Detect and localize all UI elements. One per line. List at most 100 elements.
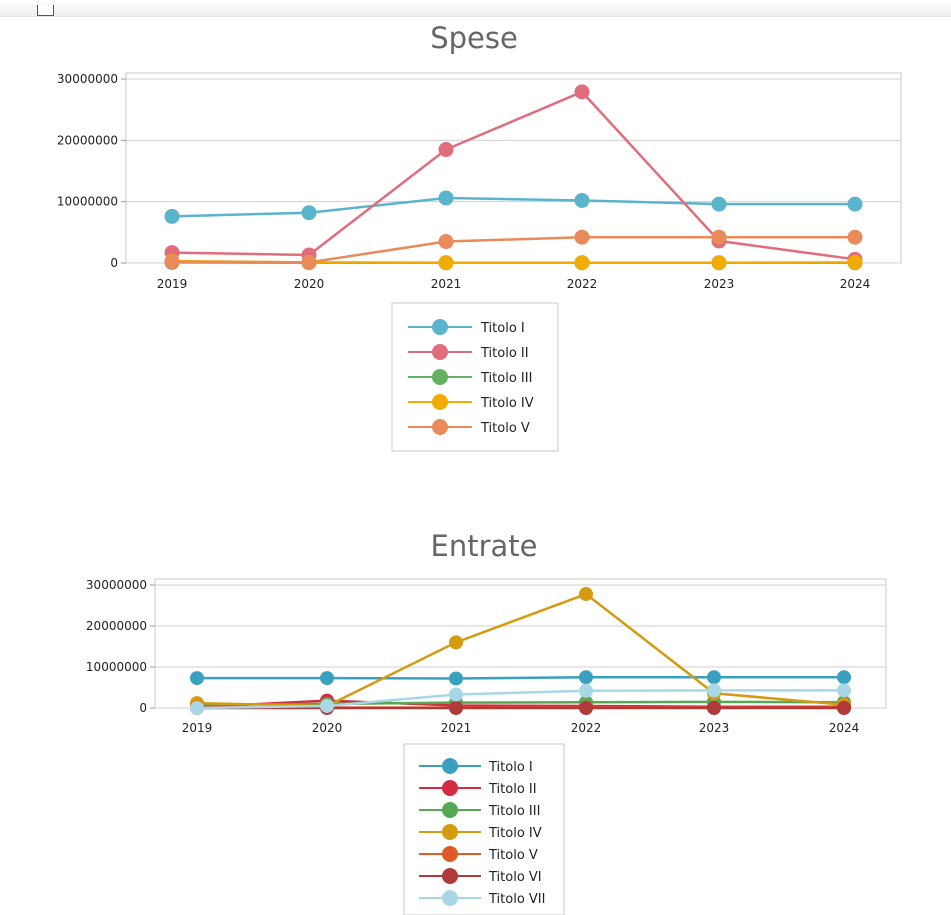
chart-entrate: Entrate 0 10000000 20000000 30000000 2019 2020… [86, 529, 887, 915]
y-tick-label: 30000000 [57, 72, 118, 86]
data-point [579, 587, 593, 602]
legend-marker [432, 419, 448, 435]
legend: Titolo I Titolo II Titolo III Titolo IV Tito… [403, 743, 565, 915]
data-point [320, 671, 334, 686]
legend-label: Titolo III [480, 371, 532, 386]
x-tick-label: 2022 [567, 277, 598, 291]
data-point [707, 683, 721, 698]
data-point [320, 698, 334, 713]
legend-marker [442, 868, 458, 884]
series-line [196, 700, 845, 706]
data-point [711, 196, 727, 212]
data-point [574, 229, 590, 245]
x-tick-label: 2023 [704, 277, 735, 291]
data-point [164, 254, 180, 270]
data-point [301, 254, 317, 270]
legend-box [403, 743, 565, 915]
legend-marker [442, 780, 458, 796]
series-titolo-i [164, 190, 863, 224]
legend-marker [442, 846, 458, 862]
data-point [707, 701, 721, 715]
data-point [847, 254, 863, 270]
data-point [438, 190, 454, 206]
chart-title: Spese [430, 21, 518, 55]
legend-label: Titolo II [488, 782, 537, 797]
data-point [438, 255, 454, 271]
x-tick-label: 2021 [431, 277, 462, 291]
legend-label: Titolo III [488, 804, 540, 819]
series-line [197, 676, 844, 680]
series-titolo-v [164, 229, 863, 270]
data-point [190, 671, 204, 686]
legend-marker [442, 802, 458, 818]
data-point [837, 683, 851, 698]
legend-marker [432, 319, 448, 335]
data-point [579, 701, 593, 715]
y-tick-label: 10000000 [86, 660, 147, 674]
legend-label: Titolo V [488, 848, 538, 863]
data-point [164, 208, 180, 224]
legend-label: Titolo IV [488, 826, 542, 841]
legend-label: Titolo VI [488, 870, 542, 885]
data-point [837, 701, 851, 715]
data-point [449, 671, 463, 686]
data-point [847, 196, 863, 212]
y-tick-label: 20000000 [57, 133, 118, 147]
legend-label: Titolo VII [488, 892, 545, 907]
data-point [711, 229, 727, 245]
x-tick-label: 2021 [441, 721, 472, 735]
legend-marker [442, 758, 458, 774]
x-tick-label: 2022 [571, 721, 602, 735]
legend-label: Titolo IV [480, 396, 534, 411]
x-tick-label: 2024 [840, 277, 871, 291]
legend: Titolo I Titolo II Titolo III Titolo IV Tito… [391, 302, 559, 452]
series-titolo-i [190, 670, 851, 686]
y-tick-label: 0 [110, 256, 118, 270]
data-point [574, 255, 590, 271]
data-point [449, 701, 463, 715]
plot-area [125, 72, 902, 264]
y-tick-label: 0 [139, 701, 147, 715]
data-point [574, 192, 590, 208]
series-titolo-vii [190, 683, 851, 715]
series-line [196, 689, 844, 710]
legend-label: Titolo I [480, 321, 525, 336]
data-point [837, 670, 851, 685]
y-tick-label: 20000000 [86, 619, 147, 633]
data-point [301, 205, 317, 221]
x-tick-label: 2020 [294, 277, 325, 291]
y-tick-label: 30000000 [86, 578, 147, 592]
data-point [190, 701, 204, 715]
legend-label: Titolo II [480, 346, 529, 361]
series-line [171, 196, 855, 218]
series-line [171, 90, 856, 261]
plot-area [154, 578, 887, 709]
legend-label: Titolo V [480, 421, 530, 436]
legend-label: Titolo I [488, 760, 533, 775]
x-tick-label: 2020 [312, 721, 343, 735]
data-point [711, 255, 727, 271]
series-line [171, 235, 855, 264]
data-point [707, 670, 721, 685]
data-point [579, 670, 593, 685]
x-tick-label: 2019 [182, 721, 213, 735]
top-checkbox[interactable] [37, 5, 54, 16]
data-point [574, 84, 590, 100]
x-tick-label: 2023 [699, 721, 730, 735]
chart-spese: Spese 0 10000000 20000000 30000000 2019 2020 20… [57, 21, 902, 452]
legend-marker [442, 890, 458, 906]
x-tick-label: 2019 [157, 277, 188, 291]
data-point [847, 229, 863, 245]
data-point [449, 635, 463, 650]
data-point [449, 687, 463, 702]
data-point [438, 234, 454, 250]
legend-marker [432, 369, 448, 385]
window-top-bar [0, 0, 951, 17]
legend-marker [442, 824, 458, 840]
chart-title: Entrate [431, 529, 538, 563]
data-point [438, 142, 454, 158]
data-point [579, 683, 593, 698]
legend-marker [432, 344, 448, 360]
legend-marker [432, 394, 448, 410]
